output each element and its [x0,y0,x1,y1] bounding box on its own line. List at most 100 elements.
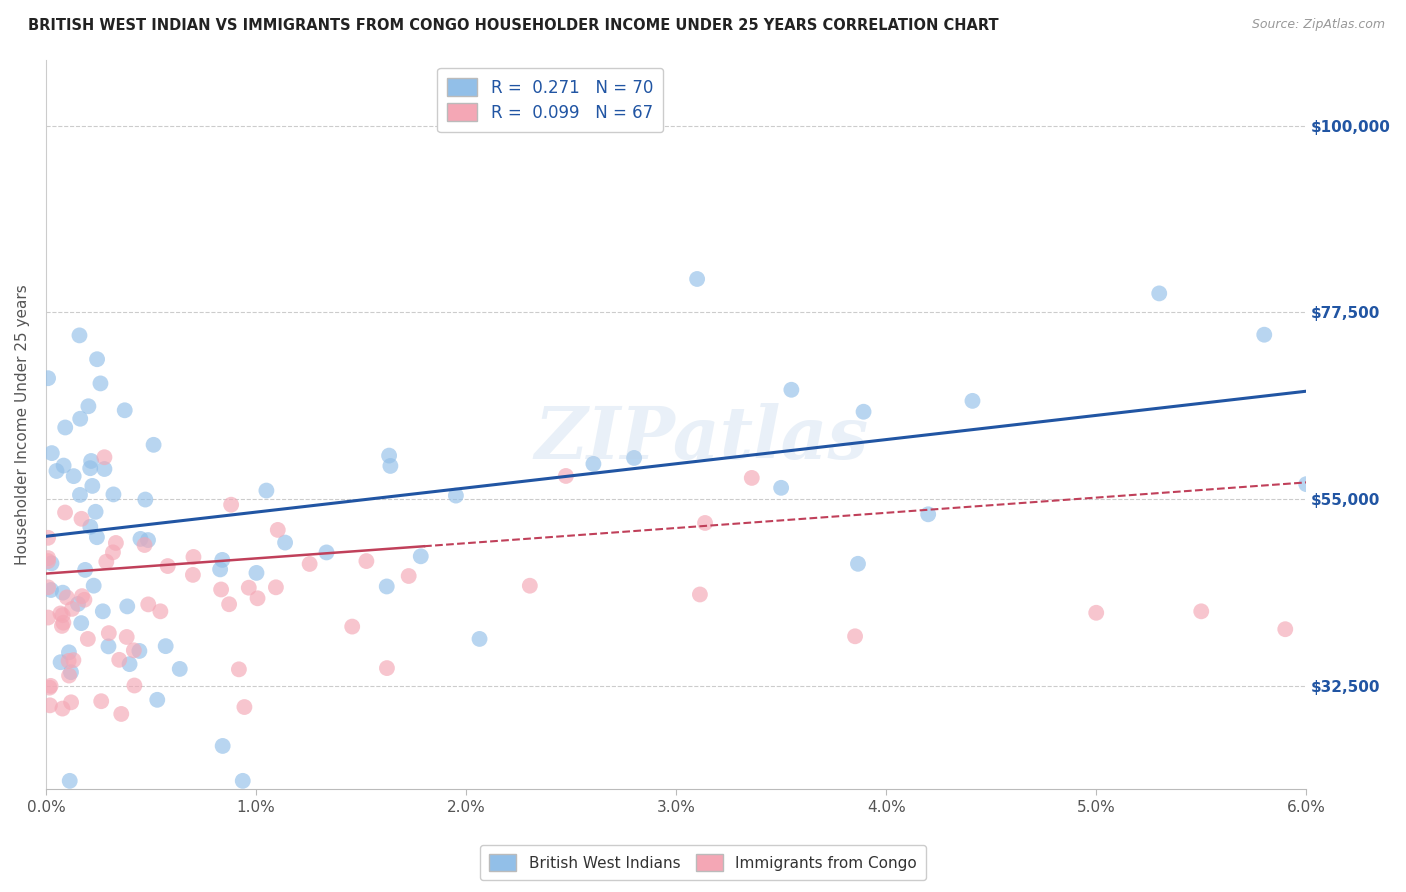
Point [211,739,233,753]
Point [93,450,115,465]
Point [118,657,141,672]
Point [66,597,89,611]
Point [41,446,63,460]
Point [39,698,62,713]
Point [267,523,290,537]
Point [52,608,75,623]
Point [1295,477,1317,491]
Point [76,632,98,646]
Point [37,371,59,385]
Point [52,615,75,630]
Point [228,662,250,676]
Y-axis label: Householder Income Under 25 years: Householder Income Under 25 years [15,284,30,565]
Point [83,579,105,593]
Point [97,626,120,640]
Point [49,655,72,669]
Point [101,545,124,559]
Point [409,549,432,564]
Point [70,589,93,603]
Point [1147,286,1170,301]
Point [104,536,127,550]
Point [136,533,159,547]
Point [108,653,131,667]
Point [52,585,75,599]
Legend: R =  0.271   N = 70, R =  0.099   N = 67: R = 0.271 N = 70, R = 0.099 N = 67 [437,68,664,132]
Point [53,420,76,434]
Point [689,587,711,601]
Point [134,492,156,507]
Point [246,591,269,606]
Point [97,640,120,654]
Point [209,562,232,576]
Point [90,694,112,708]
Point [69,411,91,425]
Point [37,531,59,545]
Point [110,706,132,721]
Point [60,695,83,709]
Point [62,469,84,483]
Point [51,701,73,715]
Point [917,508,939,522]
Point [846,557,869,571]
Point [39,582,62,597]
Point [37,551,59,566]
Point [238,581,260,595]
Point [693,516,716,530]
Point [156,559,179,574]
Point [58,668,80,682]
Point [62,653,84,667]
Point [233,700,256,714]
Point [169,662,191,676]
Point [183,549,205,564]
Point [59,773,82,788]
Point [58,645,80,659]
Point [444,489,467,503]
Point [211,553,233,567]
Point [741,471,763,485]
Point [375,661,398,675]
Point [93,462,115,476]
Point [554,469,576,483]
Point [58,654,80,668]
Point [59,665,82,680]
Legend: British West Indians, Immigrants from Congo: British West Indians, Immigrants from Co… [479,845,927,880]
Point [380,458,402,473]
Point [298,557,321,571]
Point [79,520,101,534]
Point [117,599,139,614]
Point [852,405,875,419]
Point [89,376,111,391]
Point [1274,622,1296,636]
Point [77,399,100,413]
Point [780,383,803,397]
Point [122,643,145,657]
Point [129,532,152,546]
Text: Source: ZipAtlas.com: Source: ZipAtlas.com [1251,18,1385,31]
Point [39,679,62,693]
Point [149,604,172,618]
Point [134,538,156,552]
Point [519,579,541,593]
Point [468,632,491,646]
Point [155,639,177,653]
Point [1085,606,1108,620]
Point [274,535,297,549]
Point [219,498,242,512]
Point [73,592,96,607]
Point [86,530,108,544]
Point [254,483,277,498]
Point [378,449,401,463]
Point [70,512,93,526]
Point [128,644,150,658]
Point [844,629,866,643]
Point [103,487,125,501]
Point [181,567,204,582]
Point [86,352,108,367]
Point [962,393,984,408]
Point [84,505,107,519]
Point [375,579,398,593]
Point [686,272,709,286]
Point [80,454,103,468]
Point [41,557,63,571]
Point [69,328,91,343]
